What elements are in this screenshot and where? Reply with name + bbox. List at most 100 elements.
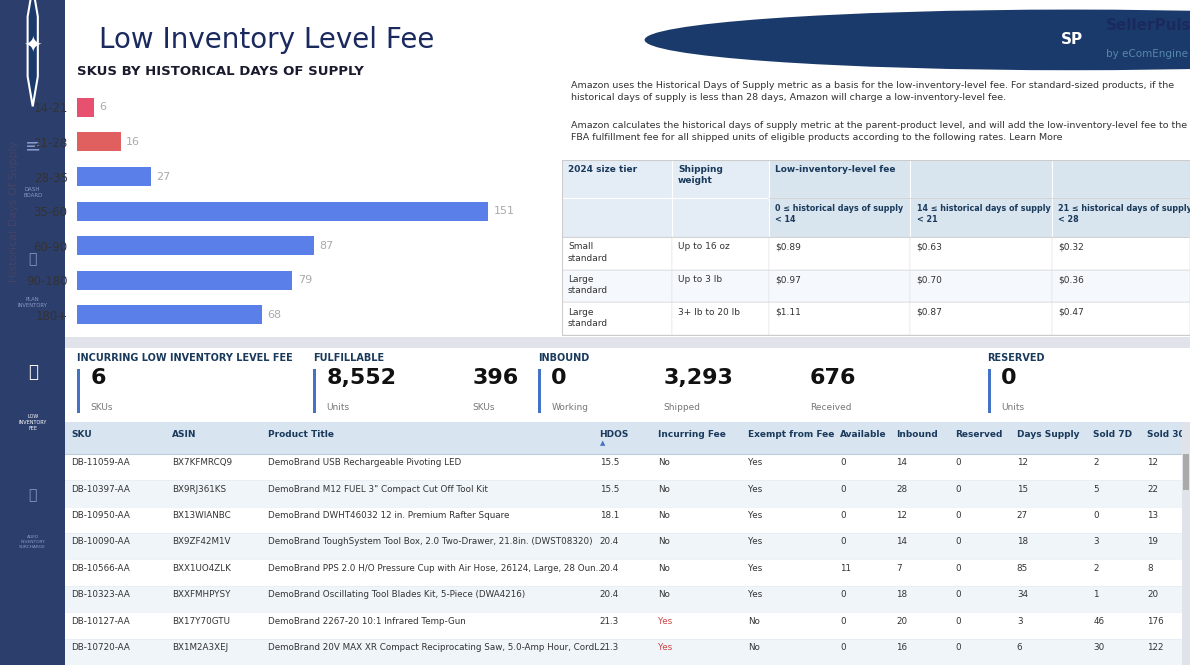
Bar (65, 507, 1190, 533)
Text: Shipped: Shipped (664, 403, 701, 412)
Bar (65, 559, 1190, 586)
Circle shape (645, 9, 1190, 70)
Text: ✦: ✦ (24, 37, 42, 57)
Text: BX9ZF42M1V: BX9ZF42M1V (173, 537, 231, 547)
Text: 68: 68 (268, 310, 282, 320)
Text: DB-10090-AA: DB-10090-AA (71, 537, 130, 547)
Text: Received: Received (810, 403, 851, 412)
Text: DB-10566-AA: DB-10566-AA (71, 564, 130, 573)
Bar (671, 270, 769, 303)
Text: 11: 11 (840, 564, 851, 573)
Text: ▲: ▲ (600, 440, 605, 446)
Text: BX1M2A3XEJ: BX1M2A3XEJ (173, 643, 228, 652)
Bar (77, 98, 94, 117)
Bar (65, 480, 1190, 507)
Text: 15: 15 (1016, 485, 1028, 493)
Text: 0: 0 (1094, 511, 1098, 520)
Text: DB-10950-AA: DB-10950-AA (71, 511, 130, 520)
Text: 5: 5 (1094, 485, 1098, 493)
Text: 2024 size tier: 2024 size tier (568, 165, 637, 174)
Text: 0: 0 (954, 458, 960, 467)
Text: 📋: 📋 (29, 252, 37, 267)
Text: $0.89: $0.89 (776, 243, 801, 251)
Text: 30: 30 (1094, 643, 1104, 652)
Text: 79: 79 (298, 275, 312, 285)
Bar (769, 198, 910, 237)
Text: 0: 0 (551, 368, 566, 388)
Bar (769, 303, 910, 335)
Text: 14: 14 (896, 458, 908, 467)
Text: 2: 2 (1094, 564, 1098, 573)
Text: DB-10720-AA: DB-10720-AA (71, 643, 130, 652)
Text: $0.70: $0.70 (916, 275, 942, 284)
Text: 🏷: 🏷 (27, 363, 38, 382)
Text: 46: 46 (1094, 616, 1104, 626)
Text: Large
standard: Large standard (568, 275, 608, 295)
Bar (65, 533, 1190, 559)
Text: Yes: Yes (658, 643, 672, 652)
Text: 0: 0 (954, 590, 960, 599)
Text: Shipping
weight: Shipping weight (678, 165, 722, 185)
Bar (910, 270, 1052, 303)
Text: SKUS BY HISTORICAL DAYS OF SUPPLY: SKUS BY HISTORICAL DAYS OF SUPPLY (77, 65, 364, 78)
Text: 0: 0 (840, 643, 846, 652)
Text: 12: 12 (896, 511, 908, 520)
Text: HDOS: HDOS (600, 430, 630, 438)
Text: No: No (658, 458, 670, 467)
Text: 122: 122 (1147, 643, 1164, 652)
Text: 21 ≤ historical days of supply
< 28: 21 ≤ historical days of supply < 28 (1058, 203, 1190, 223)
Text: Amazon calculates the historical days of supply metric at the parent-product lev: Amazon calculates the historical days of… (571, 121, 1188, 142)
Text: 20: 20 (1147, 590, 1158, 599)
Text: AGED
INVENTORY
SURCHARGE: AGED INVENTORY SURCHARGE (19, 535, 46, 549)
Text: Product Title: Product Title (268, 430, 334, 438)
Text: 21.3: 21.3 (600, 616, 619, 626)
Text: Large
standard: Large standard (568, 308, 608, 328)
Text: 85: 85 (1016, 564, 1028, 573)
Text: 0 ≤ historical days of supply
< 14: 0 ≤ historical days of supply < 14 (776, 203, 903, 223)
Text: 0: 0 (954, 643, 960, 652)
Text: DASH
BOARD: DASH BOARD (23, 188, 43, 198)
Bar (65, 454, 1190, 480)
Text: 0: 0 (954, 485, 960, 493)
Text: LOW
INVENTORY
FEE: LOW INVENTORY FEE (19, 414, 46, 430)
Text: Available: Available (840, 430, 887, 438)
Text: $0.36: $0.36 (1058, 275, 1084, 284)
Text: Yes: Yes (749, 537, 763, 547)
Bar (562, 303, 671, 335)
Text: 34: 34 (1016, 590, 1028, 599)
Bar (77, 236, 314, 255)
Text: 16: 16 (896, 643, 908, 652)
Text: DemoBrand USB Rechargeable Pivoting LED: DemoBrand USB Rechargeable Pivoting LED (268, 458, 461, 467)
Bar (1052, 198, 1190, 237)
Text: ✦: ✦ (27, 39, 38, 54)
Text: 151: 151 (494, 206, 514, 216)
Text: SKU: SKU (71, 430, 92, 438)
Text: 0: 0 (954, 511, 960, 520)
Text: 8,552: 8,552 (326, 368, 396, 388)
Text: 0: 0 (840, 485, 846, 493)
Text: DemoBrand ToughSystem Tool Box, 2.0 Two-Drawer, 21.8in. (DWST08320): DemoBrand ToughSystem Tool Box, 2.0 Two-… (268, 537, 593, 547)
Text: Inbound: Inbound (896, 430, 938, 438)
Text: ≡: ≡ (25, 137, 40, 156)
Text: Low-inventory-level fee: Low-inventory-level fee (776, 165, 896, 174)
Text: INCURRING LOW INVENTORY LEVEL FEE: INCURRING LOW INVENTORY LEVEL FEE (76, 353, 293, 363)
Text: SKUs: SKUs (472, 403, 495, 412)
Text: $0.97: $0.97 (776, 275, 801, 284)
Text: DB-10323-AA: DB-10323-AA (71, 590, 130, 599)
Text: 0: 0 (840, 590, 846, 599)
Text: by eComEngine ✦: by eComEngine ✦ (1106, 49, 1190, 59)
Text: 📦: 📦 (29, 488, 37, 503)
Text: No: No (749, 643, 760, 652)
Text: BXX1UO4ZLK: BXX1UO4ZLK (173, 564, 231, 573)
Text: Low Inventory Level Fee: Low Inventory Level Fee (99, 26, 434, 54)
Text: 3,293: 3,293 (664, 368, 733, 388)
Text: 13: 13 (1147, 511, 1158, 520)
Text: 0: 0 (840, 537, 846, 547)
Text: Yes: Yes (658, 616, 672, 626)
Bar (671, 198, 769, 237)
Bar (910, 198, 1052, 237)
Text: Exempt from Fee: Exempt from Fee (749, 430, 834, 438)
Bar (910, 160, 1052, 198)
Text: 0: 0 (954, 537, 960, 547)
Text: 0: 0 (1001, 368, 1016, 388)
